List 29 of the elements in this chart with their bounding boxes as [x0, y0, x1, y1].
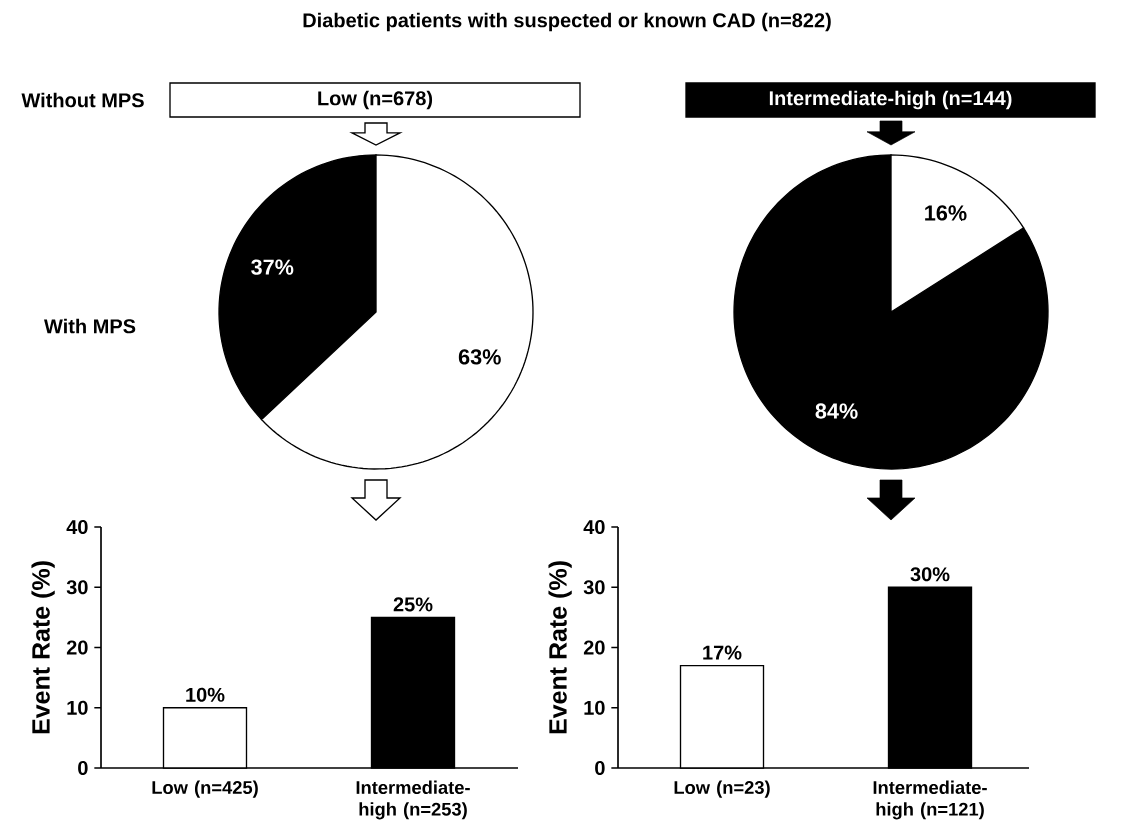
- y-tick-label: 0: [78, 760, 88, 776]
- y-tick-label: 30: [583, 580, 605, 595]
- x-tick-label: Intermediate-high (n=121): [873, 780, 987, 820]
- text: Diabetic patients with suspected or known CAD (n=822): [303, 12, 831, 32]
- y-tick-label: 20: [583, 640, 605, 655]
- chart-title: Low (n=678): [318, 90, 433, 110]
- data-label: 10%: [186, 687, 225, 702]
- chart-title: Intermediate-high (n=144): [769, 90, 1012, 110]
- x-tick-label: Intermediate-high (n=253): [356, 780, 470, 820]
- data-label: 84%: [815, 403, 858, 419]
- y-tick-label: 40: [583, 519, 605, 535]
- text: With MPS: [44, 318, 136, 334]
- data-label: 25%: [393, 597, 433, 612]
- y-tick-label: 0: [595, 760, 605, 776]
- x-tick-label: Low (n=425): [152, 780, 258, 798]
- data-label: 63%: [458, 349, 501, 365]
- y-tick-label: 10: [67, 700, 88, 715]
- y-tick-label: 20: [66, 640, 88, 655]
- data-label: 17%: [703, 645, 742, 660]
- y-tick-label: 40: [66, 519, 88, 535]
- text: Without MPS: [21, 92, 144, 108]
- data-label: 37%: [251, 259, 294, 275]
- y-tick-label: 10: [584, 700, 605, 715]
- x-tick-label: Low (n=23): [674, 780, 770, 798]
- data-label: 30%: [910, 567, 950, 582]
- y-tick-label: 30: [66, 580, 88, 595]
- y-axis-title: Event Rate (%): [31, 561, 55, 734]
- y-axis-title: Event Rate (%): [548, 561, 572, 734]
- data-label: 16%: [925, 205, 967, 221]
